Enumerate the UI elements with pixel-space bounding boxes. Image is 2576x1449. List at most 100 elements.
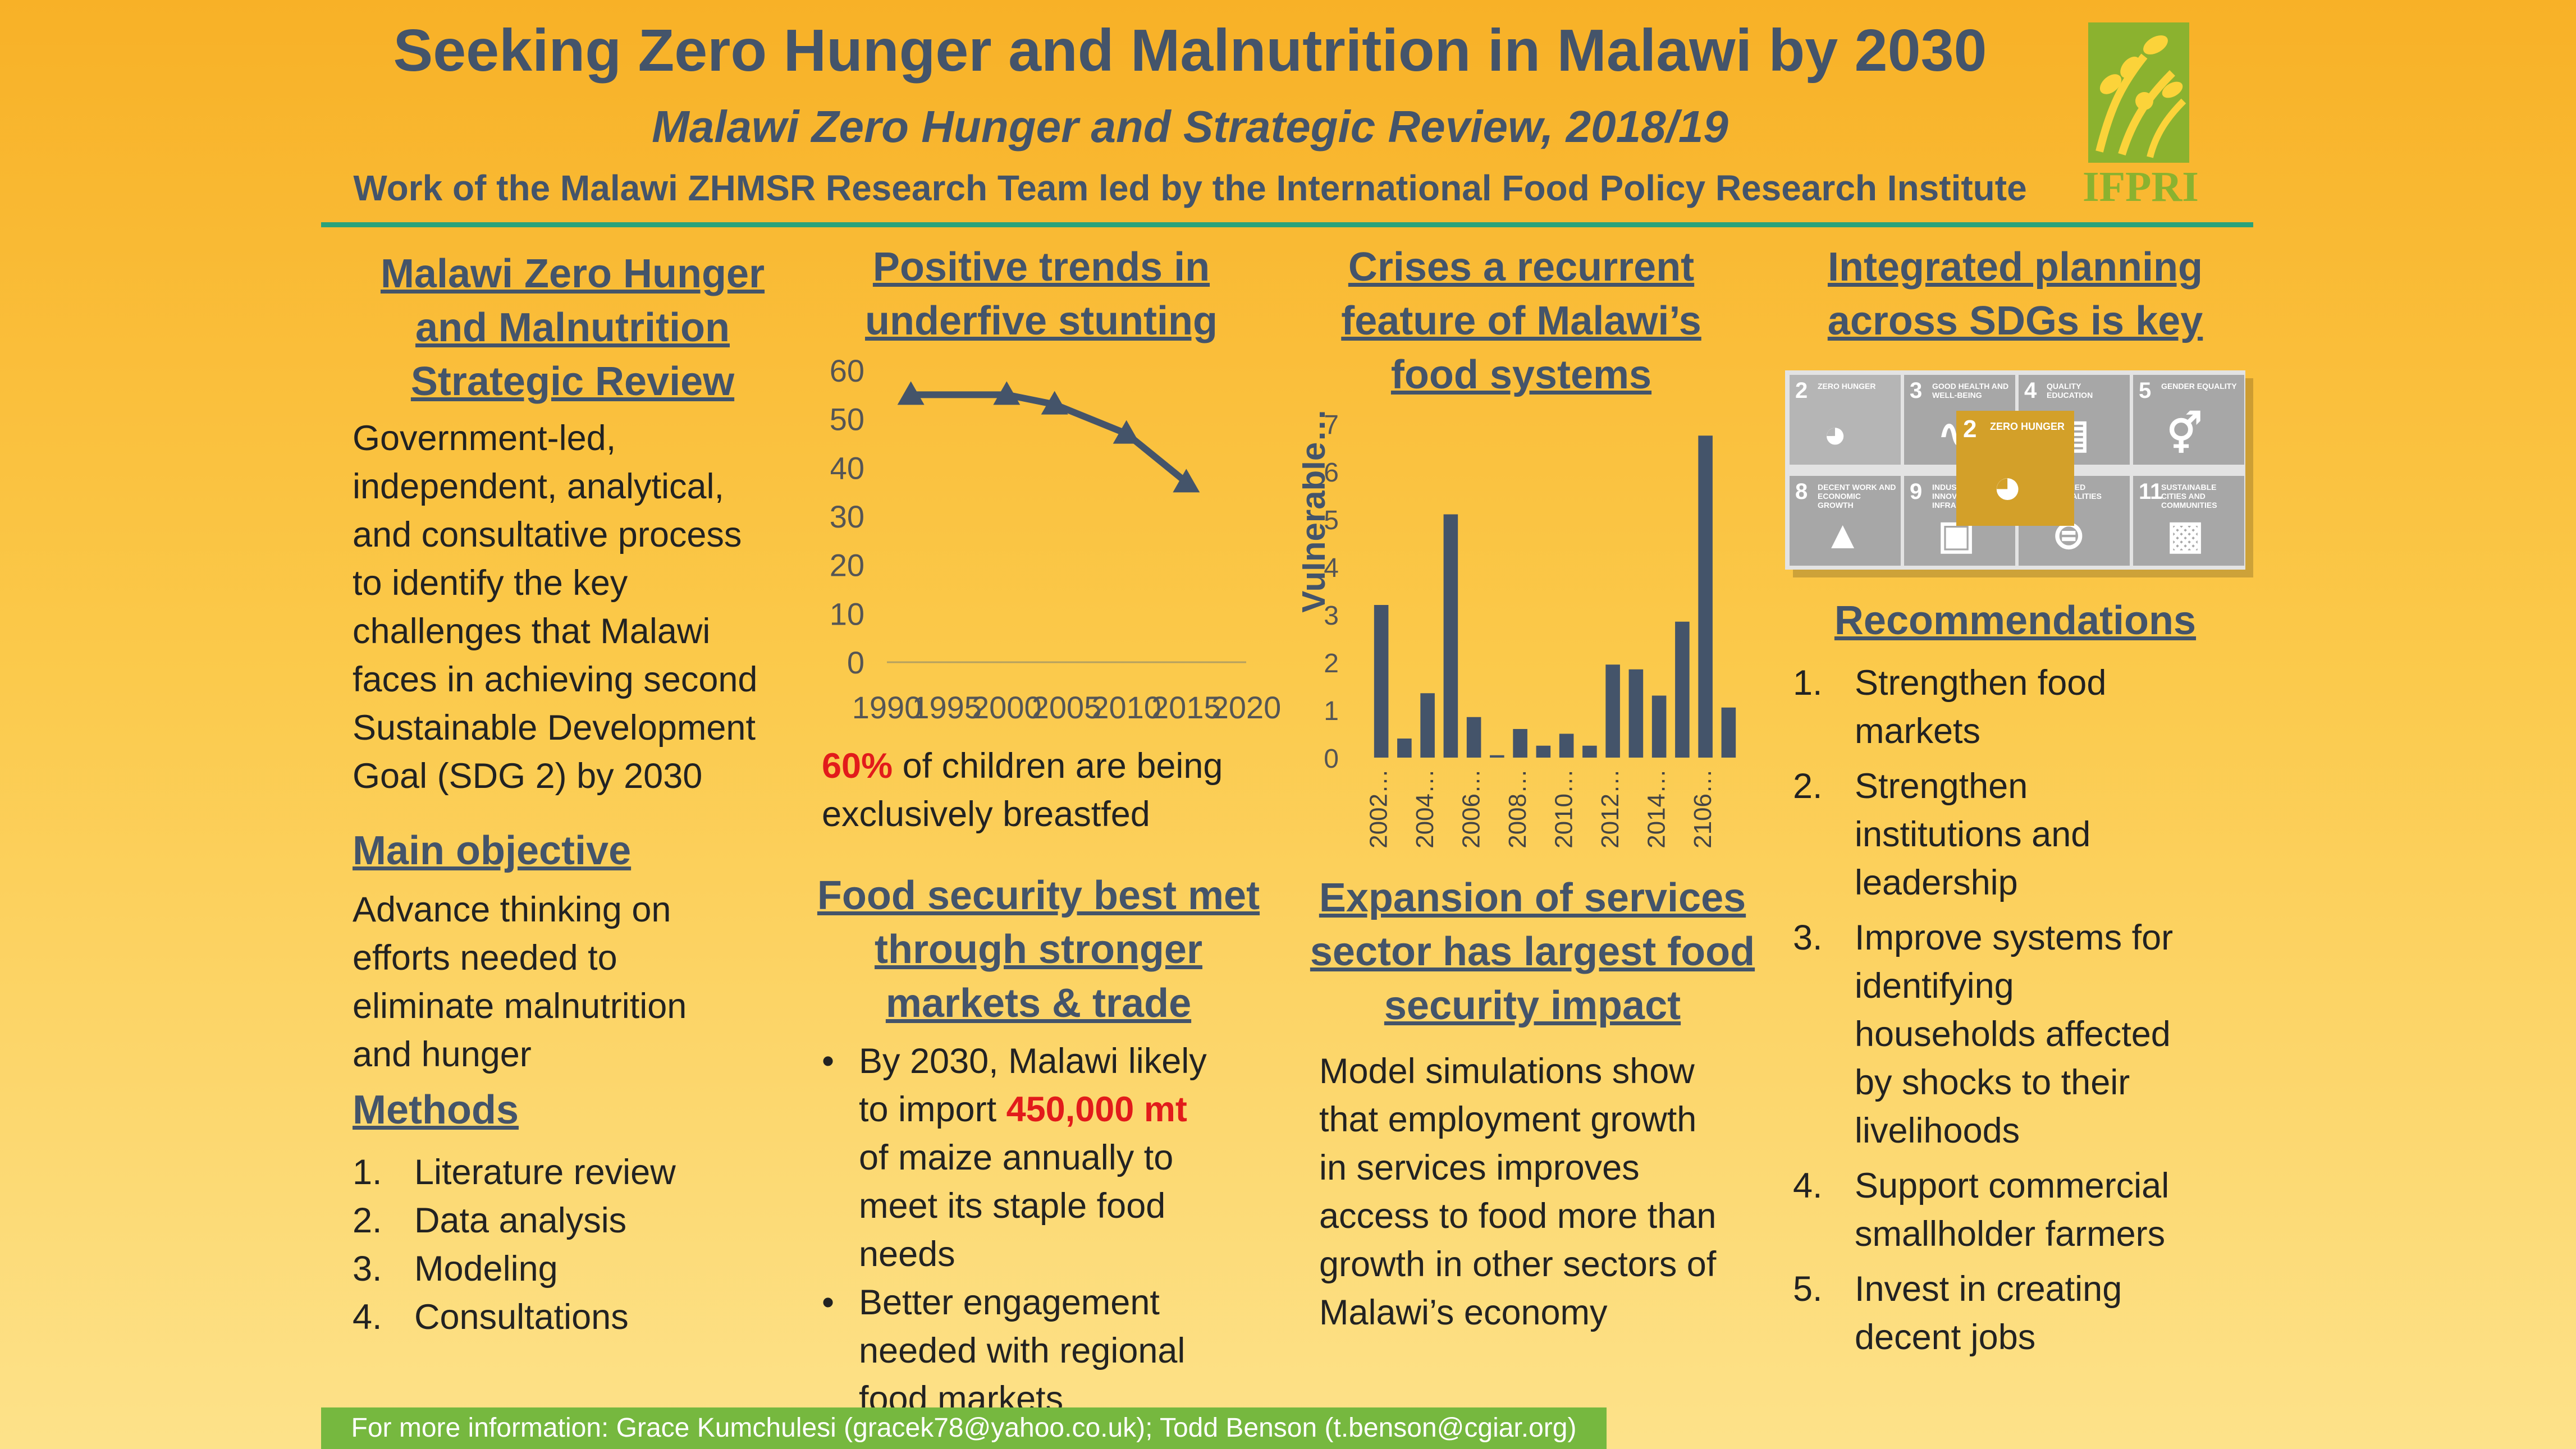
growth-chart-icon: ▲ bbox=[1823, 513, 1863, 557]
x-tick-label: 2006… bbox=[1458, 769, 1485, 849]
list-item: 3. Modeling bbox=[353, 1249, 558, 1288]
bar bbox=[1628, 669, 1644, 758]
x-tick-label: 1990 bbox=[852, 690, 922, 725]
objective-body: Advance thinking on efforts needed to el… bbox=[353, 890, 687, 1074]
y-tick-label: 4 bbox=[1324, 553, 1339, 583]
sdg-tile-zero-hunger: 2 ZERO HUNGER ◕ bbox=[1956, 411, 2074, 526]
review-body: Government-led, independent, analytical,… bbox=[353, 419, 758, 796]
contact-footer: For more information: Grace Kumchulesi (… bbox=[321, 1407, 1607, 1449]
data-point bbox=[1041, 391, 1068, 415]
data-point bbox=[1173, 469, 1200, 493]
x-tick-label: 1995 bbox=[912, 690, 982, 725]
maize-import-figure: 450,000 mt bbox=[1006, 1090, 1187, 1129]
bar bbox=[1651, 695, 1667, 758]
x-tick-label: 2020 bbox=[1211, 690, 1280, 725]
header-divider bbox=[321, 222, 2253, 227]
list-item: 3. Improve systems for identifying househol… bbox=[1793, 918, 2174, 1150]
x-tick-label: 2004… bbox=[1411, 769, 1439, 849]
y-tick-label: 30 bbox=[831, 499, 864, 534]
y-tick-label: 7 bbox=[1324, 410, 1339, 440]
x-tick-label: 2005 bbox=[1032, 690, 1102, 725]
y-tick-label: 2 bbox=[1324, 649, 1339, 678]
sdg-tile: 2 ZERO HUNGER ◕ bbox=[1790, 375, 1901, 465]
vulnerable-bar-chart: 0 1 2 3 4 5 6 7 2002… 2004… 2006… 2008… 2010… 2012… 20… bbox=[1302, 409, 1736, 849]
data-point bbox=[897, 381, 925, 405]
services-heading: Expansion of services sector has largest… bbox=[1310, 875, 1755, 1028]
sdg-tile: 5 GENDER EQUALITY ⚥ bbox=[2133, 375, 2244, 465]
list-item: 2. Data analysis bbox=[353, 1201, 627, 1240]
x-tick-label: 2015 bbox=[1151, 690, 1221, 725]
y-tick-label: 0 bbox=[847, 645, 864, 680]
breastfed-percent: 60% bbox=[822, 746, 893, 786]
list-item: • By 2030, Malawi likely to import 450,0… bbox=[822, 1042, 1207, 1274]
list-item: 5. Invest in creating decent jobs bbox=[1793, 1269, 2122, 1357]
ifpri-logo: IFPRI bbox=[2083, 22, 2199, 216]
sdg-tile: 11 SUSTAINABLE CITIES AND COMMUNITIES ▩ bbox=[2133, 476, 2244, 566]
sdg-grid: 2 ZERO HUNGER ◕ 3 GOOD HEALTH AND WELL-BEIN… bbox=[1785, 370, 2245, 570]
recommendations-heading: Recommendations bbox=[1834, 598, 2197, 643]
objective-heading: Main objective bbox=[353, 828, 632, 873]
bar bbox=[1698, 435, 1713, 758]
breastfed-stat: 60% of children are being exclusively br… bbox=[822, 746, 1223, 834]
x-tick-label: 2010 bbox=[1091, 690, 1161, 725]
poster-credits: Work of the Malawi ZHMSR Research Team l… bbox=[353, 168, 2027, 208]
gender-icon: ⚥ bbox=[2167, 412, 2203, 456]
x-tick-label: 2008… bbox=[1504, 769, 1531, 849]
y-tick-label: 5 bbox=[1324, 506, 1339, 535]
x-tick-label: 2106… bbox=[1689, 769, 1717, 849]
x-tick-label: 2010… bbox=[1550, 769, 1578, 849]
bar bbox=[1605, 664, 1620, 758]
data-point bbox=[993, 381, 1021, 405]
y-tick-label: 0 bbox=[1324, 744, 1339, 774]
sdg-heading: Integrated planning across SDGs is key bbox=[1827, 245, 2203, 343]
list-item: 1. Literature review bbox=[353, 1153, 676, 1192]
list-item: 1. Strengthen food markets bbox=[1793, 663, 2107, 751]
y-tick-label: 10 bbox=[831, 596, 864, 631]
markets-bullets: • By 2030, Malawi likely to import 450,0… bbox=[822, 1037, 1282, 1407]
bowl-icon: ◕ bbox=[1992, 458, 2023, 515]
x-tick-label: 2012… bbox=[1596, 769, 1624, 849]
bar bbox=[1721, 707, 1736, 758]
list-item: 4. Support commercial smallholder farmers bbox=[1793, 1166, 2170, 1254]
data-point bbox=[1113, 420, 1140, 444]
y-tick-label: 40 bbox=[831, 450, 864, 485]
y-tick-label: 3 bbox=[1324, 601, 1339, 631]
ifpri-logo-text: IFPRI bbox=[2083, 163, 2199, 210]
markets-heading: Food security best met through stronger … bbox=[817, 873, 1260, 1026]
methods-list: 1. Literature review 2. Data analysis 3. Mo… bbox=[353, 1148, 779, 1341]
review-section: Malawi Zero Hunger and Malnutrition Stra… bbox=[337, 247, 808, 800]
x-tick-label: 2000 bbox=[972, 690, 1042, 725]
bar bbox=[1466, 717, 1481, 758]
y-axis-label: Vulnerable… bbox=[1302, 409, 1332, 613]
stunting-line-chart: 0 10 20 30 40 50 60 199019952000200520102015202… bbox=[831, 353, 1280, 725]
bowl-icon: ◕ bbox=[1823, 412, 1847, 456]
bar bbox=[1559, 733, 1574, 758]
city-icon: ▩ bbox=[2167, 513, 2204, 557]
y-tick-label: 6 bbox=[1324, 458, 1339, 488]
stunting-heading: Positive trends in underfive stunting bbox=[865, 245, 1218, 343]
bar bbox=[1397, 739, 1412, 758]
bar bbox=[1490, 755, 1504, 758]
recommendations-list: 1. Strengthen food markets 2. Strengthen ins… bbox=[1793, 659, 2264, 1361]
list-item: 4. Consultations bbox=[353, 1297, 629, 1337]
list-item: 2. Strengthen institutions and leadership bbox=[1793, 767, 2091, 902]
methods-heading: Methods bbox=[353, 1088, 519, 1132]
services-body: Model simulations show that employment g… bbox=[1319, 1052, 1717, 1332]
bar bbox=[1536, 745, 1551, 758]
bar bbox=[1443, 514, 1458, 758]
y-tick-label: 20 bbox=[831, 548, 864, 583]
x-tick-label: 2002… bbox=[1365, 769, 1393, 849]
sdg-tile: 8 DECENT WORK AND ECONOMIC GROWTH ▲ bbox=[1790, 476, 1901, 566]
y-tick-label: 60 bbox=[831, 353, 864, 388]
poster-subtitle: Malawi Zero Hunger and Strategic Review,… bbox=[652, 102, 1728, 152]
bar bbox=[1513, 729, 1527, 758]
y-tick-label: 50 bbox=[831, 402, 864, 437]
bar bbox=[1420, 693, 1435, 758]
bar bbox=[1374, 605, 1389, 758]
bar bbox=[1675, 621, 1690, 758]
y-tick-label: 1 bbox=[1324, 696, 1339, 726]
poster-title: Seeking Zero Hunger and Malnutrition in … bbox=[393, 17, 1987, 84]
crises-heading: Crises a recurrent feature of Malawi’s f… bbox=[1341, 245, 1701, 397]
list-item: • Better engagement needed with regional… bbox=[822, 1283, 1186, 1407]
review-heading: Malawi Zero Hunger and Malnutrition Stra… bbox=[380, 251, 765, 404]
